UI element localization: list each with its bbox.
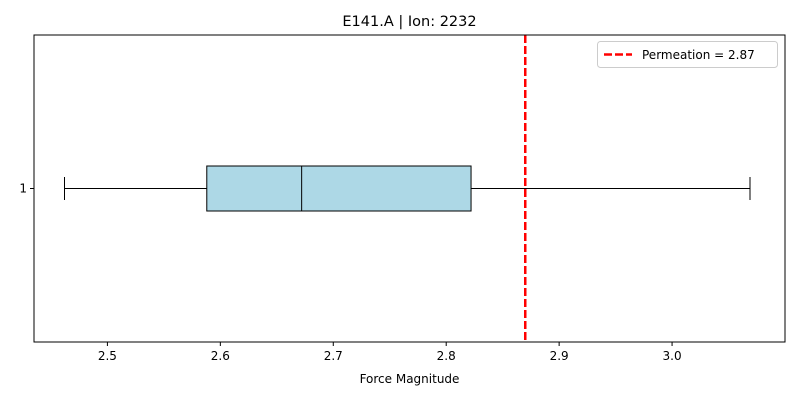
chart-title: E141.A | Ion: 2232 [342,14,476,30]
y-tick-label: 1 [19,182,27,196]
x-axis: 2.5 2.6 2.7 2.8 2.9 3.0 [98,342,682,363]
y-axis: 1 [19,182,34,196]
box-iqr [206,165,472,212]
legend-label: Permeation = 2.87 [642,48,755,62]
x-tick-label: 3.0 [663,349,682,363]
x-axis-label: Force Magnitude [360,372,460,386]
legend-box [597,41,778,68]
x-tick-label: 2.6 [211,349,230,363]
x-tick-label: 2.9 [550,349,569,363]
x-tick-label: 2.5 [98,349,117,363]
x-tick-label: 2.7 [324,349,343,363]
x-tick-label: 2.8 [437,349,456,363]
legend: Permeation = 2.87 [597,41,778,68]
plot-area [33,34,786,343]
